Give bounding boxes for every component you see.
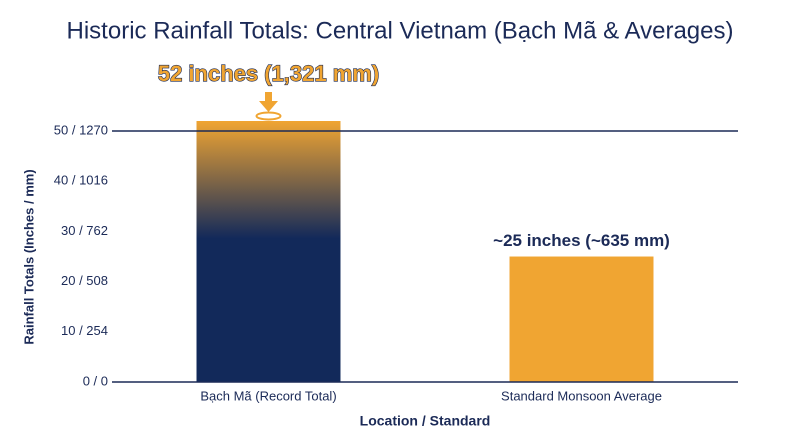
bar — [509, 256, 654, 382]
bar — [196, 121, 341, 382]
y-tick-label: 20 / 508 — [61, 273, 108, 288]
x-axis-label: Location / Standard — [360, 413, 491, 429]
y-tick-label: 0 / 0 — [83, 373, 108, 388]
x-tick-label: Standard Monsoon Average — [501, 388, 662, 403]
y-tick-label: 10 / 254 — [61, 323, 108, 338]
value-label: ~25 inches (~635 mm) — [493, 231, 670, 250]
value-label: 52 inches (1,321 mm) — [158, 61, 379, 86]
y-tick-label: 50 / 1270 — [54, 122, 108, 137]
x-tick-label: Bạch Mã (Record Total) — [200, 388, 336, 403]
y-tick-label: 40 / 1016 — [54, 173, 108, 188]
y-axis-label: Rainfall Totals (Inches / mm) — [21, 169, 36, 344]
y-tick-label: 30 / 762 — [61, 223, 108, 238]
arrow-icon — [255, 92, 282, 121]
chart-title: Historic Rainfall Totals: Central Vietna… — [67, 17, 734, 44]
